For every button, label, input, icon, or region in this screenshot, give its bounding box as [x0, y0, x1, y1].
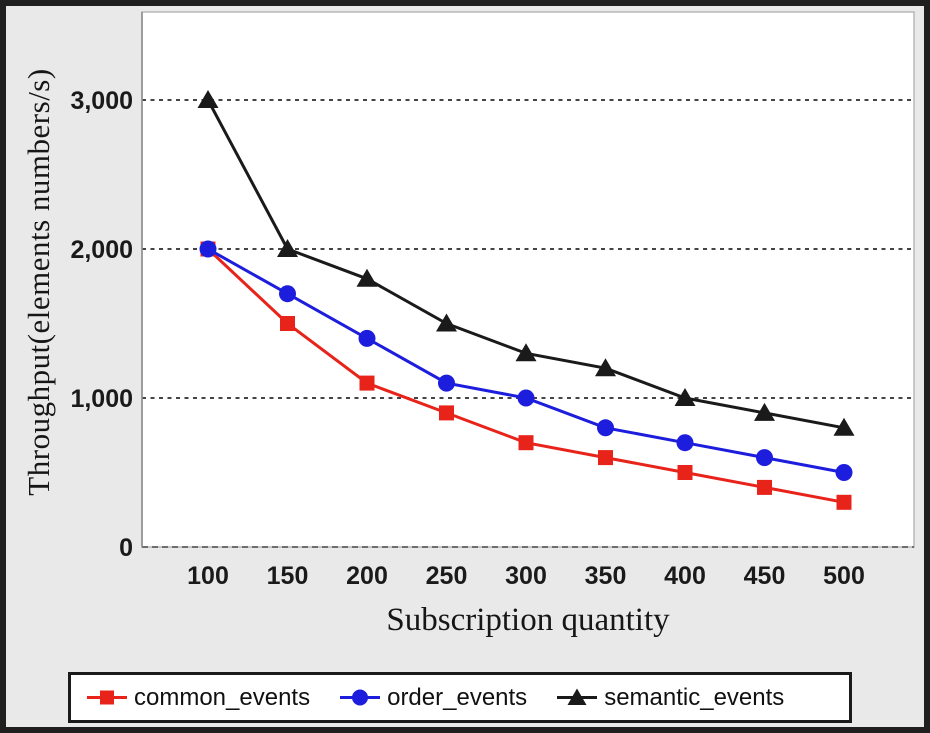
x-tick-label: 300: [505, 562, 547, 590]
marker-square: [518, 435, 534, 451]
legend-item-order_events: order_events: [340, 684, 527, 712]
marker-circle: [199, 240, 217, 258]
x-tick-label: 500: [823, 562, 865, 590]
marker-triangle: [197, 90, 219, 108]
marker-circle: [676, 434, 694, 452]
marker-square: [598, 450, 613, 466]
marker-triangle: [754, 402, 775, 421]
marker-triangle: [515, 343, 537, 362]
x-tick-label: 400: [664, 562, 706, 590]
legend-label: semantic_events: [604, 683, 785, 711]
x-tick-label: 150: [267, 562, 309, 590]
marker-triangle: [356, 268, 378, 287]
legend-marker-circle-icon: [340, 689, 381, 706]
x-tick-label: 200: [346, 562, 388, 590]
x-tick-label: 100: [187, 562, 229, 590]
plot-area: [141, 11, 915, 548]
marker-square: [677, 465, 693, 480]
marker-triangle: [436, 313, 457, 332]
marker-triangle: [833, 417, 855, 436]
marker-square: [439, 405, 454, 421]
marker-circle: [597, 419, 614, 437]
marker-circle: [835, 464, 853, 481]
marker-square: [359, 375, 375, 391]
plot-svg: 0 1,000 2,000 3,000 100 150 200 250 300 350 400 450…: [70, 11, 915, 590]
marker-triangle: [674, 388, 696, 406]
marker-square: [280, 316, 295, 331]
y-tick-label: 0: [119, 534, 133, 562]
marker-circle: [279, 285, 296, 303]
legend-label: order_events: [387, 683, 528, 711]
y-axis-title: Throughput(elements numbers/s): [21, 68, 56, 496]
marker-circle: [756, 449, 773, 467]
x-axis-title: Subscription quantity: [386, 602, 670, 638]
y-tick-label: 2,000: [70, 236, 133, 264]
legend: common_events order_events semantic_events: [68, 672, 852, 723]
x-tick-label: 250: [426, 562, 468, 590]
x-tick-label: 350: [585, 562, 627, 590]
marker-square: [757, 479, 772, 495]
marker-circle: [517, 389, 535, 407]
marker-square: [836, 494, 852, 510]
legend-label: common_events: [134, 683, 311, 711]
y-tick-label: 3,000: [70, 87, 133, 115]
marker-triangle: [595, 358, 616, 377]
legend-item-common_events: common_events: [87, 684, 310, 712]
marker-triangle: [277, 239, 298, 257]
legend-marker-triangle-icon: [557, 688, 598, 705]
y-tick-label: 1,000: [70, 385, 133, 413]
legend-item-semantic_events: semantic_events: [557, 684, 784, 712]
marker-circle: [438, 374, 455, 392]
marker-circle: [358, 329, 376, 347]
x-tick-label: 450: [744, 562, 786, 590]
legend-marker-square-icon: [87, 690, 127, 705]
